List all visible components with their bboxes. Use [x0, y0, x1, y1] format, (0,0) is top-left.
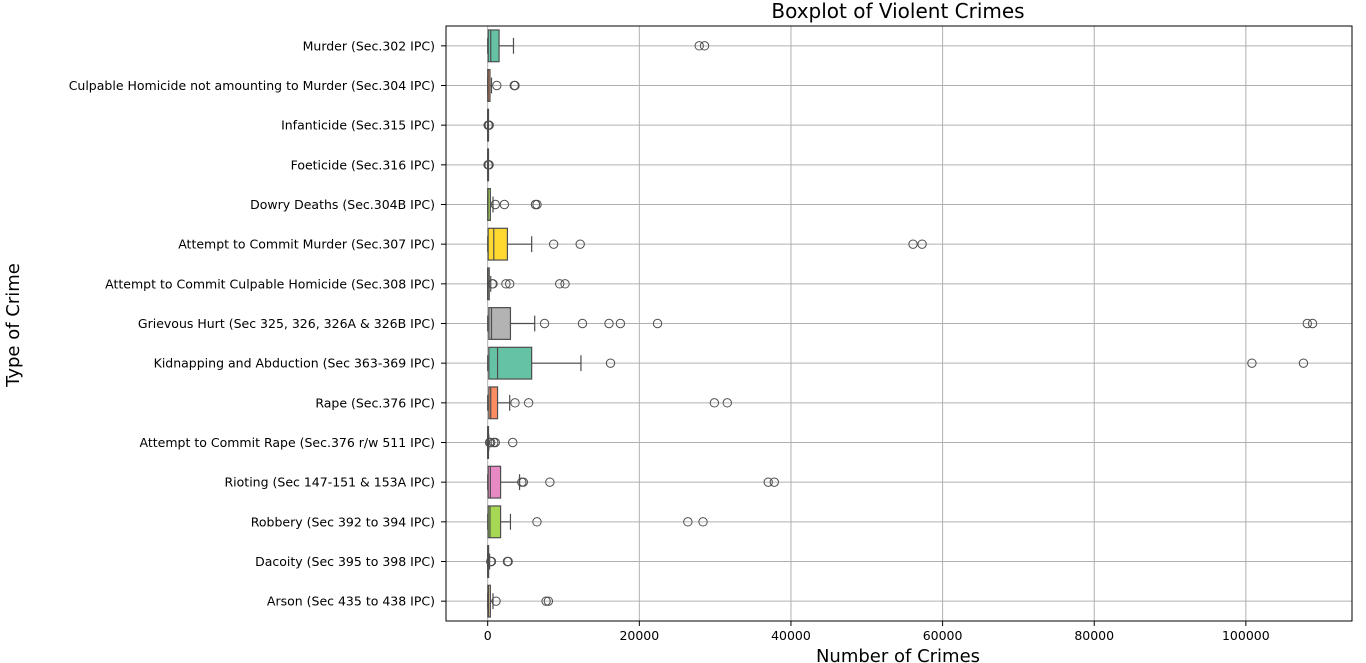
y-axis-title: Type of Crime	[3, 263, 24, 388]
outlier-point	[532, 199, 542, 210]
x-tick-label: 100000	[1222, 628, 1270, 643]
outlier-point	[539, 318, 550, 329]
outlier-point	[518, 477, 529, 487]
outlier-point	[541, 596, 551, 606]
outlier-point	[484, 160, 494, 170]
y-tick-label: Attempt to Commit Culpable Homicide (Sec…	[105, 276, 435, 291]
outlier-point	[1247, 358, 1257, 368]
y-tick-label: Rioting (Sec 147-151 & 153A IPC)	[225, 475, 436, 490]
outlier-point	[508, 437, 518, 448]
outlier-point	[763, 477, 773, 487]
y-tick-label: Dacoity (Sec 395 to 398 IPC)	[255, 554, 435, 569]
outlier-point	[709, 398, 720, 408]
box-category	[487, 346, 1309, 380]
box-group	[483, 29, 1318, 618]
outlier-point	[683, 517, 693, 527]
y-tick-label: Rape (Sec.376 IPC)	[315, 395, 435, 410]
outlier-point	[908, 239, 918, 249]
outlier-point	[510, 398, 520, 408]
outlier-point	[722, 398, 732, 408]
outlier-point	[484, 120, 494, 130]
box-iqr	[487, 505, 502, 539]
y-tick-label: Attempt to Commit Rape (Sec.376 r/w 511 …	[140, 435, 435, 450]
box-category	[487, 188, 542, 221]
y-tick-label: Murder (Sec.302 IPC)	[303, 38, 435, 53]
grid-lines	[446, 26, 1352, 621]
box-category	[486, 545, 513, 578]
outlier-point	[543, 596, 554, 606]
y-axis-labels: Murder (Sec.302 IPC) Culpable Homicide no…	[69, 38, 446, 609]
box-category	[484, 426, 518, 459]
outlier-point	[577, 318, 588, 329]
outlier-point	[560, 279, 570, 289]
y-tick-label: Kidnapping and Abduction (Sec 363-369 IP…	[154, 356, 435, 371]
x-tick-label: 60000	[923, 628, 963, 643]
outlier-point	[652, 318, 663, 329]
outlier-point	[1307, 318, 1318, 329]
outlier-point	[555, 279, 565, 289]
outlier-point	[492, 80, 502, 91]
outlier-point	[917, 239, 927, 249]
outlier-point	[486, 437, 496, 448]
y-tick-label: Arson (Sec 435 to 438 IPC)	[267, 594, 435, 609]
outlier-point	[769, 477, 779, 487]
outlier-point	[605, 358, 616, 368]
x-axis-title: Number of Crimes	[816, 646, 980, 663]
x-tick-label: 20000	[619, 628, 659, 643]
outlier-point	[699, 41, 710, 51]
outlier-point	[694, 41, 704, 51]
outlier-point	[698, 517, 708, 527]
outlier-point	[604, 318, 614, 329]
box-iqr	[487, 465, 502, 499]
box-iqr	[487, 29, 500, 63]
outlier-point	[545, 477, 555, 487]
box-iqr	[488, 386, 499, 420]
outlier-point	[491, 596, 501, 606]
outlier-point	[510, 80, 520, 91]
y-tick-label: Foeticide (Sec.316 IPC)	[291, 157, 435, 172]
outlier-point	[615, 318, 626, 329]
x-tick-label: 40000	[771, 628, 811, 643]
outlier-point	[501, 279, 511, 289]
x-tick-label: 80000	[1074, 628, 1114, 643]
box-category	[487, 465, 779, 499]
outlier-point	[1298, 358, 1309, 368]
outlier-point	[499, 199, 510, 210]
box-iqr	[487, 584, 491, 618]
y-tick-label: Infanticide (Sec.315 IPC)	[281, 118, 435, 133]
box-category	[487, 267, 570, 301]
box-category	[487, 29, 710, 63]
x-tick-label: 0	[484, 628, 492, 643]
x-axis-ticks: 0 20000 40000 60000 80000 100000	[484, 621, 1270, 643]
outlier-point	[503, 556, 513, 567]
box-category	[483, 148, 494, 182]
outlier-point	[548, 239, 559, 249]
box-category	[487, 505, 708, 539]
y-tick-label: Robbery (Sec 392 to 394 IPC)	[251, 514, 435, 529]
outlier-point	[488, 279, 498, 289]
box-iqr	[487, 227, 509, 261]
y-tick-label: Dowry Deaths (Sec.304B IPC)	[250, 197, 435, 212]
outlier-point	[532, 517, 542, 527]
box-iqr	[488, 307, 512, 340]
y-tick-label: Grievous Hurt (Sec 325, 326, 326A & 326B…	[138, 316, 435, 331]
chart-title: Boxplot of Violent Crimes	[771, 0, 1024, 23]
box-category	[487, 227, 927, 261]
box-category	[483, 108, 494, 142]
y-tick-label: Attempt to Commit Murder (Sec.307 IPC)	[178, 237, 435, 252]
outlier-point	[486, 556, 497, 567]
outlier-point	[490, 437, 500, 448]
outlier-point	[490, 199, 500, 210]
box-category	[487, 307, 1318, 340]
outlier-point	[1302, 318, 1312, 329]
box-category	[487, 584, 554, 618]
box-iqr	[488, 346, 533, 380]
outlier-point	[575, 239, 585, 249]
box-category	[487, 386, 732, 420]
outlier-point	[504, 279, 515, 289]
box-category	[487, 69, 520, 102]
y-tick-label: Culpable Homicide not amounting to Murde…	[69, 78, 435, 93]
outlier-point	[523, 398, 534, 408]
